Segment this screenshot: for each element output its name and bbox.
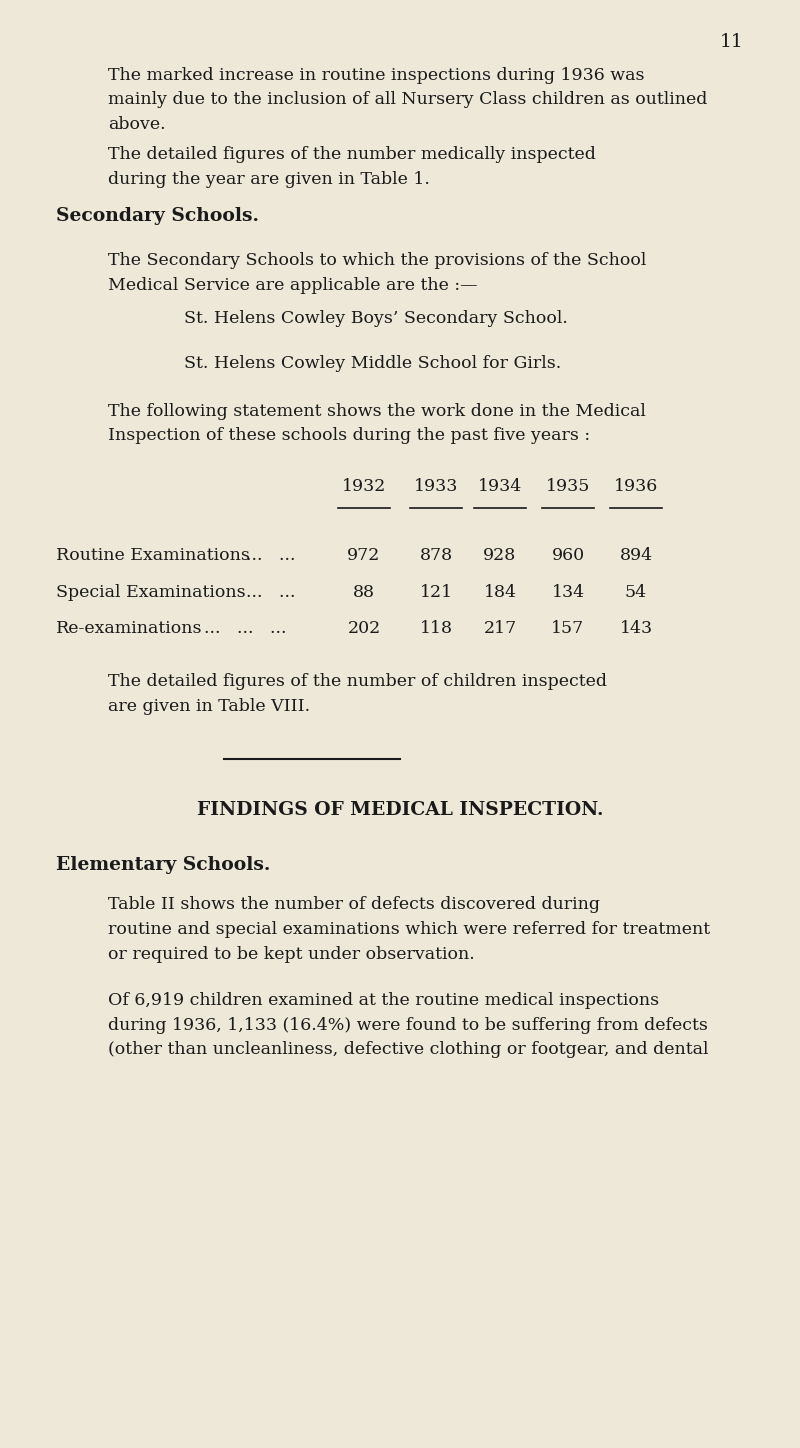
Text: 118: 118 xyxy=(419,620,453,637)
Text: ...   ...: ... ... xyxy=(246,547,296,565)
Text: The following statement shows the work done in the Medical
Inspection of these s: The following statement shows the work d… xyxy=(108,403,646,445)
Text: The detailed figures of the number medically inspected
during the year are given: The detailed figures of the number medic… xyxy=(108,146,596,188)
Text: The Secondary Schools to which the provisions of the School
Medical Service are : The Secondary Schools to which the provi… xyxy=(108,252,646,294)
Text: ...   ...   ...: ... ... ... xyxy=(204,620,286,637)
Text: Table II shows the number of defects discovered during
routine and special exami: Table II shows the number of defects dis… xyxy=(108,896,710,963)
Text: 878: 878 xyxy=(419,547,453,565)
Text: 894: 894 xyxy=(619,547,653,565)
Text: 202: 202 xyxy=(347,620,381,637)
Text: Secondary Schools.: Secondary Schools. xyxy=(56,207,259,224)
Text: 88: 88 xyxy=(353,584,375,601)
Text: 960: 960 xyxy=(551,547,585,565)
Text: Special Examinations: Special Examinations xyxy=(56,584,246,601)
Text: 11: 11 xyxy=(720,33,744,51)
Text: 217: 217 xyxy=(483,620,517,637)
Text: 1935: 1935 xyxy=(546,478,590,495)
Text: 184: 184 xyxy=(483,584,517,601)
Text: 134: 134 xyxy=(551,584,585,601)
Text: 54: 54 xyxy=(625,584,647,601)
Text: 972: 972 xyxy=(347,547,381,565)
Text: St. Helens Cowley Middle School for Girls.: St. Helens Cowley Middle School for Girl… xyxy=(184,355,562,372)
Text: 1932: 1932 xyxy=(342,478,386,495)
Text: ...   ...: ... ... xyxy=(246,584,296,601)
Text: Routine Examinations: Routine Examinations xyxy=(56,547,250,565)
Text: 1936: 1936 xyxy=(614,478,658,495)
Text: 157: 157 xyxy=(551,620,585,637)
Text: Of 6,919 children examined at the routine medical inspections
during 1936, 1,133: Of 6,919 children examined at the routin… xyxy=(108,992,709,1058)
Text: 143: 143 xyxy=(619,620,653,637)
Text: 1934: 1934 xyxy=(478,478,522,495)
Text: FINDINGS OF MEDICAL INSPECTION.: FINDINGS OF MEDICAL INSPECTION. xyxy=(197,801,603,818)
Text: The detailed figures of the number of children inspected
are given in Table VIII: The detailed figures of the number of ch… xyxy=(108,673,607,715)
Text: St. Helens Cowley Boys’ Secondary School.: St. Helens Cowley Boys’ Secondary School… xyxy=(184,310,568,327)
Text: The marked increase in routine inspections during 1936 was
mainly due to the inc: The marked increase in routine inspectio… xyxy=(108,67,707,133)
Text: Re-examinations: Re-examinations xyxy=(56,620,202,637)
Text: 1933: 1933 xyxy=(414,478,458,495)
Text: Elementary Schools.: Elementary Schools. xyxy=(56,856,270,873)
Text: 121: 121 xyxy=(419,584,453,601)
Text: 928: 928 xyxy=(483,547,517,565)
